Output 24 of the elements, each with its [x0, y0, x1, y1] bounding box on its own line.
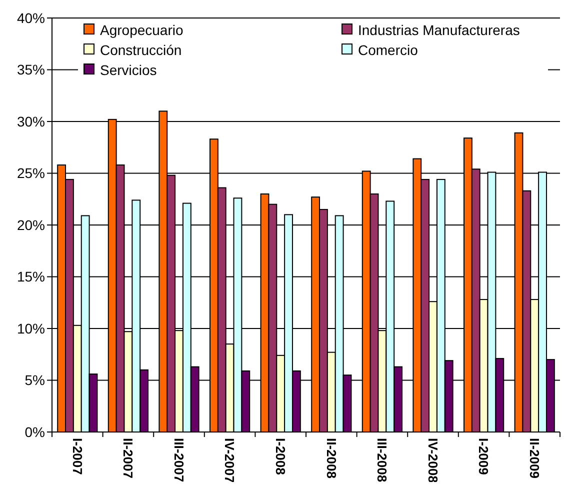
x-tick-label: I-2008 [273, 438, 288, 475]
y-tick-label: 5% [24, 372, 45, 388]
legend-label: Industrias Manufactureras [358, 22, 520, 38]
y-tick-label: 20% [16, 216, 45, 233]
x-tick-label: II-2009 [527, 438, 542, 478]
x-tick-label: IV-2007 [222, 438, 238, 483]
legend-label: Construcción [100, 42, 182, 58]
y-tick-label: 25% [16, 165, 45, 182]
legend-label: Comercio [358, 42, 418, 58]
x-tick-label: II-2008 [324, 438, 339, 478]
x-tick-label: II-2007 [120, 438, 136, 478]
y-tick-label: 15% [16, 268, 45, 285]
x-tick-label: III-2007 [171, 438, 186, 482]
x-tick-label: I-2009 [476, 438, 492, 475]
legend-label: Agropecuario [100, 22, 184, 38]
y-tick-label: 30% [16, 113, 45, 130]
y-tick-label: 0% [24, 424, 45, 440]
y-tick-label: 35% [16, 62, 45, 78]
y-tick-label: 40% [16, 10, 45, 26]
legend-label: Servicios [100, 62, 157, 78]
y-tick-label: 10% [16, 320, 45, 336]
x-tick-label: I-2007 [70, 438, 85, 475]
x-tick-label: III-2008 [374, 438, 390, 482]
x-tick-label: IV-2008 [425, 438, 440, 483]
